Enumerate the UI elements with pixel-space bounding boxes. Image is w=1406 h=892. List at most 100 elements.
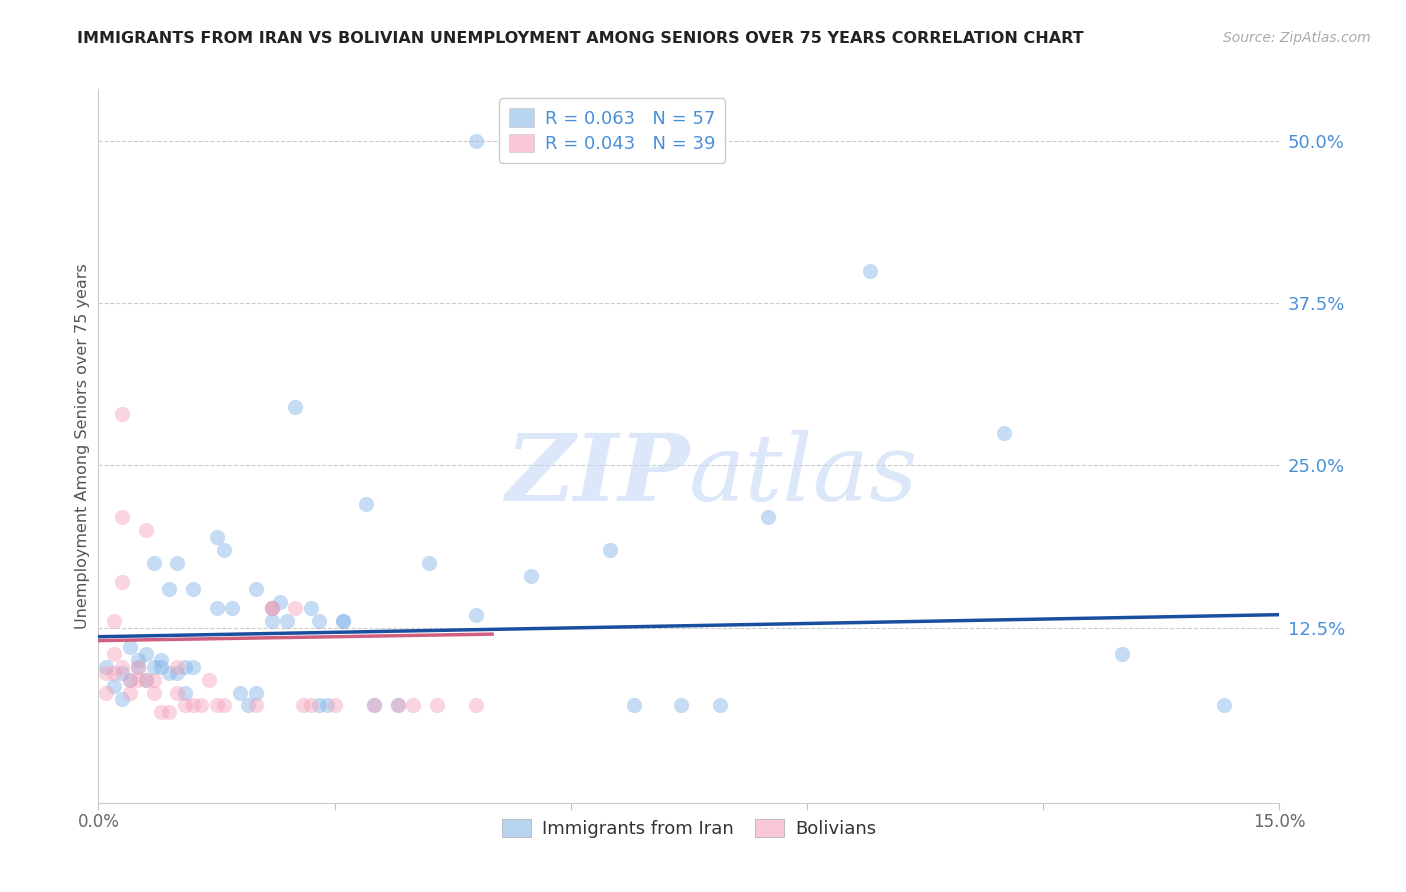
Point — [150, 653, 173, 667]
Point — [181, 698, 204, 713]
Point — [269, 595, 291, 609]
Point — [260, 614, 283, 628]
Point — [387, 698, 409, 713]
Point — [221, 601, 243, 615]
Point — [150, 705, 173, 719]
Point — [111, 692, 134, 706]
Point — [111, 510, 134, 524]
Point — [118, 673, 141, 687]
Point — [354, 497, 377, 511]
Point — [323, 698, 346, 713]
Point — [993, 425, 1015, 440]
Point — [135, 524, 157, 538]
Point — [363, 698, 385, 713]
Point — [465, 607, 488, 622]
Point — [190, 698, 212, 713]
Point — [166, 556, 188, 570]
Point — [756, 510, 779, 524]
Text: IMMIGRANTS FROM IRAN VS BOLIVIAN UNEMPLOYMENT AMONG SENIORS OVER 75 YEARS CORREL: IMMIGRANTS FROM IRAN VS BOLIVIAN UNEMPLO… — [77, 31, 1084, 46]
Point — [111, 666, 134, 681]
Point — [118, 685, 141, 699]
Point — [166, 659, 188, 673]
Point — [96, 659, 118, 673]
Point — [859, 264, 882, 278]
Point — [135, 673, 157, 687]
Point — [127, 673, 149, 687]
Point — [157, 666, 180, 681]
Point — [426, 698, 449, 713]
Point — [135, 673, 157, 687]
Point — [205, 601, 228, 615]
Point — [111, 575, 134, 590]
Point — [299, 698, 322, 713]
Point — [166, 666, 188, 681]
Point — [418, 556, 440, 570]
Point — [174, 698, 197, 713]
Point — [260, 601, 283, 615]
Point — [1213, 698, 1236, 713]
Point — [520, 568, 543, 582]
Point — [174, 685, 197, 699]
Point — [599, 542, 621, 557]
Point — [181, 582, 204, 596]
Point — [332, 614, 354, 628]
Point — [465, 134, 488, 148]
Point — [118, 640, 141, 654]
Point — [96, 685, 118, 699]
Point — [111, 659, 134, 673]
Point — [103, 679, 125, 693]
Point — [292, 698, 315, 713]
Point — [308, 614, 330, 628]
Text: atlas: atlas — [689, 430, 918, 519]
Point — [157, 705, 180, 719]
Point — [118, 673, 141, 687]
Point — [245, 685, 267, 699]
Point — [465, 698, 488, 713]
Point — [142, 556, 165, 570]
Point — [181, 659, 204, 673]
Point — [142, 685, 165, 699]
Point — [284, 400, 307, 414]
Point — [103, 666, 125, 681]
Point — [214, 698, 236, 713]
Point — [205, 698, 228, 713]
Point — [387, 698, 409, 713]
Point — [150, 659, 173, 673]
Point — [142, 659, 165, 673]
Point — [197, 673, 219, 687]
Text: Source: ZipAtlas.com: Source: ZipAtlas.com — [1223, 31, 1371, 45]
Point — [402, 698, 425, 713]
Point — [103, 647, 125, 661]
Point — [332, 614, 354, 628]
Point — [284, 601, 307, 615]
Point — [157, 582, 180, 596]
Point — [669, 698, 692, 713]
Point — [315, 698, 337, 713]
Point — [363, 698, 385, 713]
Point — [166, 685, 188, 699]
Point — [308, 698, 330, 713]
Point — [623, 698, 645, 713]
Point — [1111, 647, 1133, 661]
Y-axis label: Unemployment Among Seniors over 75 years: Unemployment Among Seniors over 75 years — [75, 263, 90, 629]
Point — [127, 653, 149, 667]
Text: ZIP: ZIP — [505, 430, 689, 519]
Point — [135, 647, 157, 661]
Point — [276, 614, 298, 628]
Point — [245, 582, 267, 596]
Point — [236, 698, 259, 713]
Point — [127, 659, 149, 673]
Legend: Immigrants from Iran, Bolivians: Immigrants from Iran, Bolivians — [494, 810, 884, 847]
Point — [709, 698, 731, 713]
Point — [142, 673, 165, 687]
Point — [260, 601, 283, 615]
Point — [260, 601, 283, 615]
Point — [111, 407, 134, 421]
Point — [103, 614, 125, 628]
Point — [127, 659, 149, 673]
Point — [299, 601, 322, 615]
Point — [245, 698, 267, 713]
Point — [205, 530, 228, 544]
Point — [229, 685, 252, 699]
Point — [96, 666, 118, 681]
